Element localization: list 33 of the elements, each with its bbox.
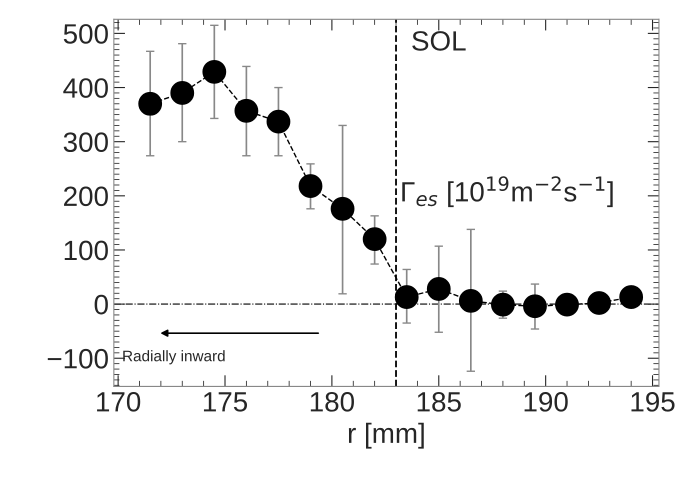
point [298,174,322,198]
y-tick-label: 200 [64,186,108,206]
ref-line-label: SOL [412,31,466,51]
annotation: Radially inward [123,350,225,364]
y-tick-label: 100 [64,240,108,260]
point [458,288,483,313]
y-tick-label: 300 [64,132,108,152]
y-tick-label: −100 [48,348,108,369]
point [426,277,451,301]
point [362,227,387,252]
y-tick-label: 500 [64,24,108,44]
text: Γ$_{es}$ [10$^{19}$m$^{−2}$s$^{−1}$] [402,176,613,208]
point [523,294,547,318]
x-tick-label: 180 [310,392,354,412]
y-tick-label: 0 [94,294,108,314]
point [202,60,226,84]
point [619,285,644,309]
point [394,285,419,309]
x-tick-label: 185 [418,392,461,412]
x-tick-label: 190 [524,392,568,412]
point [138,92,162,116]
point [266,110,290,134]
x-tick-label: 170 [97,392,140,412]
point [555,292,579,317]
x-tick-label: 175 [204,392,248,412]
point [234,98,258,123]
y-tick-label: 400 [63,78,108,98]
point [587,291,611,315]
x-axis-title: r [mm] [348,422,424,449]
point [330,196,354,221]
point [170,81,194,105]
point [491,292,515,317]
x-tick-label: 195 [631,392,675,412]
